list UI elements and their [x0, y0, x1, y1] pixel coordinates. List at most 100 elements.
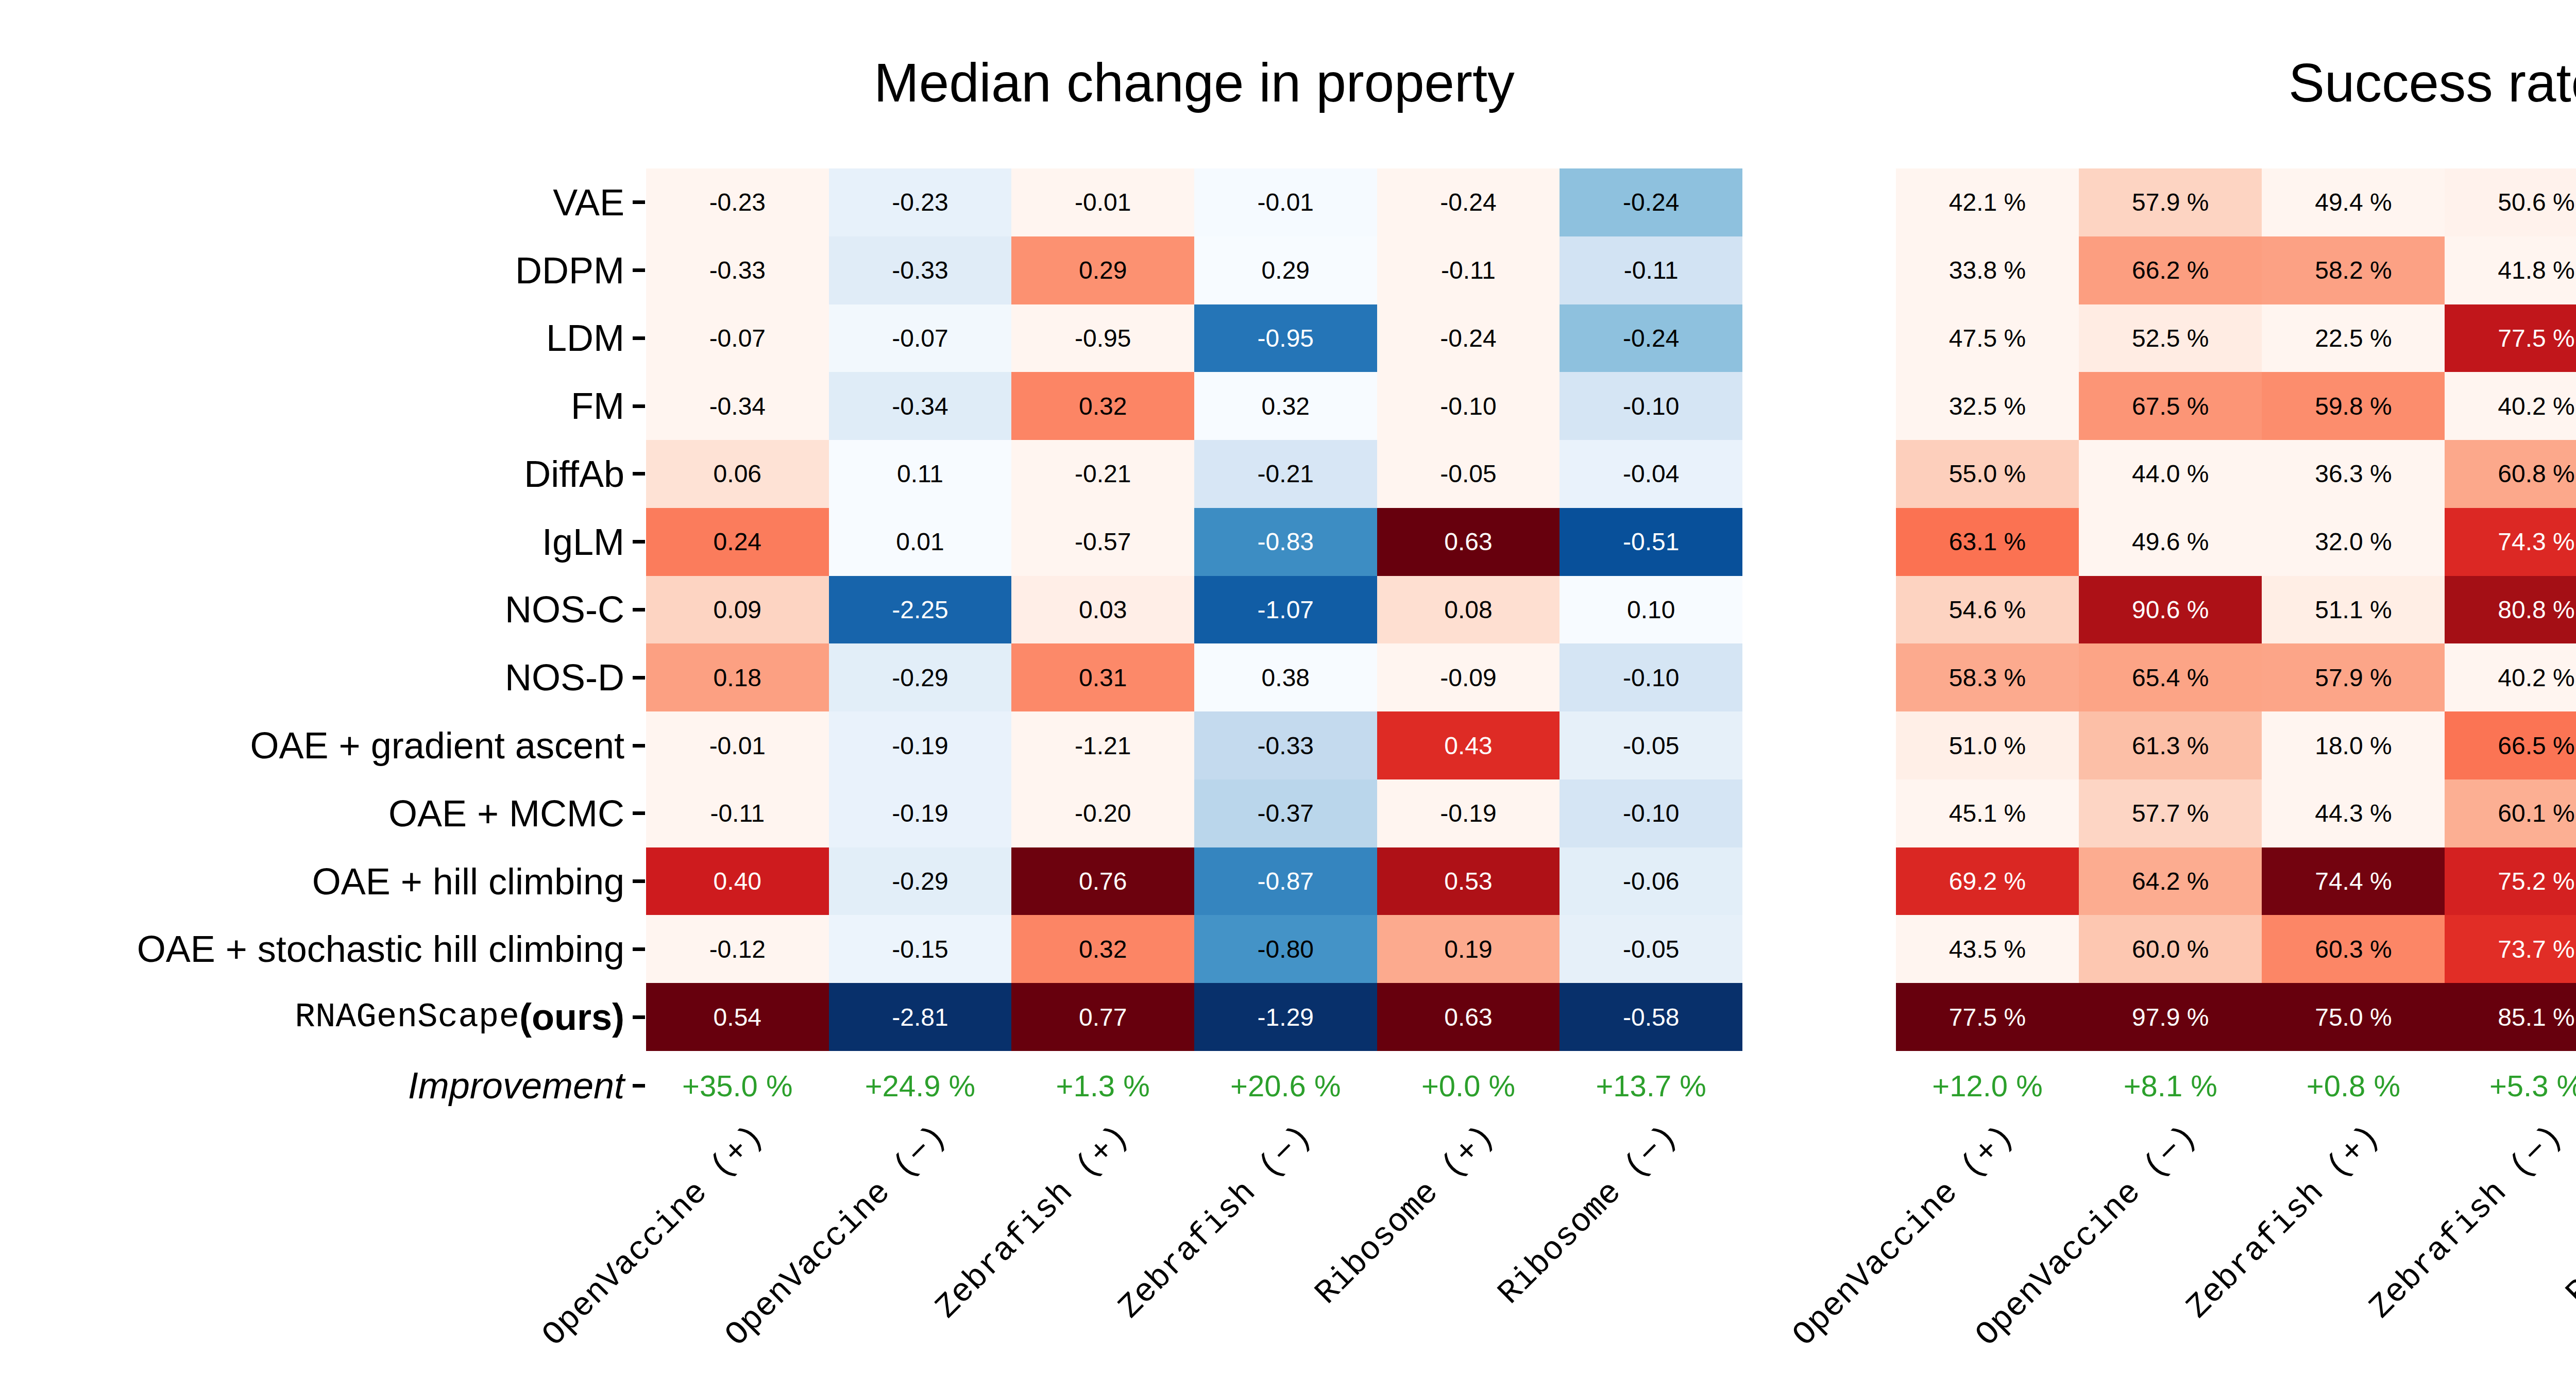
ours-suffix: (ours)	[519, 996, 624, 1038]
heatmap-cell: 40.2 %	[2445, 372, 2576, 440]
heatmap-cell: -0.01	[1194, 168, 1377, 236]
heatmap-cell: -0.23	[829, 168, 1012, 236]
row-label: LDM	[0, 304, 624, 372]
row-tick	[633, 200, 645, 204]
heatmap-cell: 55.0 %	[1896, 440, 2079, 508]
heatmap-cell: 0.29	[1011, 236, 1194, 304]
improvement-value: +8.1 %	[2079, 1052, 2262, 1119]
heatmap-cell: 49.4 %	[2262, 168, 2445, 236]
heatmap-cell: 44.3 %	[2262, 779, 2445, 847]
heatmap-cell: -0.10	[1560, 779, 1742, 847]
heatmap-cell: 67.5 %	[2079, 372, 2262, 440]
heatmap-cell: -0.29	[829, 847, 1012, 915]
improvement-value: +0.0 %	[1377, 1052, 1560, 1119]
heatmap-cell: 73.7 %	[2445, 915, 2576, 983]
heatmap-cell: 0.77	[1011, 983, 1194, 1051]
heatmap-cell: -0.07	[646, 304, 829, 372]
heatmap-cell: -0.04	[1560, 440, 1742, 508]
heatmap-cell: -0.57	[1011, 508, 1194, 576]
heatmap-cell: -0.10	[1560, 643, 1742, 711]
heatmap-cell: 59.8 %	[2262, 372, 2445, 440]
heatmap-cell: 40.2 %	[2445, 643, 2576, 711]
heatmap-cell: 0.53	[1377, 847, 1560, 915]
heatmap-cell: -0.05	[1560, 915, 1742, 983]
row-label: VAE	[0, 168, 624, 236]
heatmap-cell: -2.25	[829, 576, 1012, 644]
heatmap-cell: 54.6 %	[1896, 576, 2079, 644]
heatmap-cell: 0.54	[646, 983, 829, 1051]
heatmap-cell: 51.0 %	[1896, 711, 2079, 779]
row-tick	[633, 540, 645, 544]
heatmap-cell: 0.38	[1194, 643, 1377, 711]
heatmap-cell: 0.40	[646, 847, 829, 915]
heatmap-cell: 85.1 %	[2445, 983, 2576, 1051]
heatmap-cell: -0.12	[646, 915, 829, 983]
heatmap-cell: 80.8 %	[2445, 576, 2576, 644]
heatmap-cell: 0.19	[1377, 915, 1560, 983]
row-tick	[633, 608, 645, 612]
heatmap-cell: -0.05	[1377, 440, 1560, 508]
heatmap-cell: -0.19	[1377, 779, 1560, 847]
heatmap-cell: -0.19	[829, 711, 1012, 779]
heatmap-cell: -0.34	[829, 372, 1012, 440]
heatmap-cell: 58.2 %	[2262, 236, 2445, 304]
heatmap-cell: -0.95	[1011, 304, 1194, 372]
heatmap-cell: 45.1 %	[1896, 779, 2079, 847]
row-label: DDPM	[0, 236, 624, 304]
heatmap-cell: 44.0 %	[2079, 440, 2262, 508]
row-tick	[633, 676, 645, 680]
heatmap-cell: 60.1 %	[2445, 779, 2576, 847]
heatmap-cell: -0.01	[1011, 168, 1194, 236]
ours-method-name: RNAGenScape	[295, 998, 519, 1037]
heatmap-cell: 0.32	[1194, 372, 1377, 440]
heatmap-cell: 0.08	[1377, 576, 1560, 644]
improvement-value: +13.7 %	[1560, 1052, 1742, 1119]
row-label: OAE + MCMC	[0, 779, 624, 847]
heatmap-cell: 77.5 %	[1896, 983, 2079, 1051]
heatmap-cell: -0.20	[1011, 779, 1194, 847]
column-label: Ribosome (−)	[1491, 1118, 1685, 1312]
heatmap-cell: -0.09	[1377, 643, 1560, 711]
improvement-row-label: Improvement	[0, 1052, 624, 1119]
heatmap-cell: 60.3 %	[2262, 915, 2445, 983]
heatmap-cell: -0.11	[646, 779, 829, 847]
row-label: OAE + gradient ascent	[0, 711, 624, 779]
heatmap-cell: -1.07	[1194, 576, 1377, 644]
row-tick	[633, 811, 645, 815]
row-tick	[633, 404, 645, 408]
heatmap-cell: 90.6 %	[2079, 576, 2262, 644]
heatmap-cell: -0.21	[1194, 440, 1377, 508]
heatmap-cell: -0.29	[829, 643, 1012, 711]
heatmap-cell: -0.24	[1560, 304, 1742, 372]
heatmap-cell: 58.3 %	[1896, 643, 2079, 711]
heatmap-cell: 49.6 %	[2079, 508, 2262, 576]
heatmap-cell: 60.0 %	[2079, 915, 2262, 983]
heatmap-cell: -0.33	[1194, 711, 1377, 779]
heatmap-cell: 0.32	[1011, 372, 1194, 440]
heatmap-cell: 97.9 %	[2079, 983, 2262, 1051]
heatmap-cell: -1.21	[1011, 711, 1194, 779]
row-tick	[633, 1015, 645, 1019]
heatmap-cell: 66.2 %	[2079, 236, 2262, 304]
heatmap-cell: 0.11	[829, 440, 1012, 508]
column-label: Zebrafish (+)	[2179, 1118, 2387, 1326]
heatmap-cell: 43.5 %	[1896, 915, 2079, 983]
row-label: RNAGenScape (ours)	[0, 983, 624, 1051]
heatmap-cell: 74.3 %	[2445, 508, 2576, 576]
row-tick	[633, 268, 645, 272]
heatmap-cell: 22.5 %	[2262, 304, 2445, 372]
row-tick	[633, 472, 645, 476]
row-tick	[633, 744, 645, 748]
column-label: Zebrafish (+)	[929, 1118, 1137, 1326]
heatmap-cell: 75.0 %	[2262, 983, 2445, 1051]
heatmap-cell: 0.63	[1377, 983, 1560, 1051]
heatmap-cell: 32.5 %	[1896, 372, 2079, 440]
heatmap-cell: 0.32	[1011, 915, 1194, 983]
improvement-value: +20.6 %	[1194, 1052, 1377, 1119]
row-label: NOS-D	[0, 643, 624, 711]
heatmap-cell: -0.37	[1194, 779, 1377, 847]
left-heatmap-title: Median change in property	[646, 49, 1742, 116]
heatmap-cell: 18.0 %	[2262, 711, 2445, 779]
row-tick	[633, 1084, 645, 1088]
heatmap-cell: 51.1 %	[2262, 576, 2445, 644]
